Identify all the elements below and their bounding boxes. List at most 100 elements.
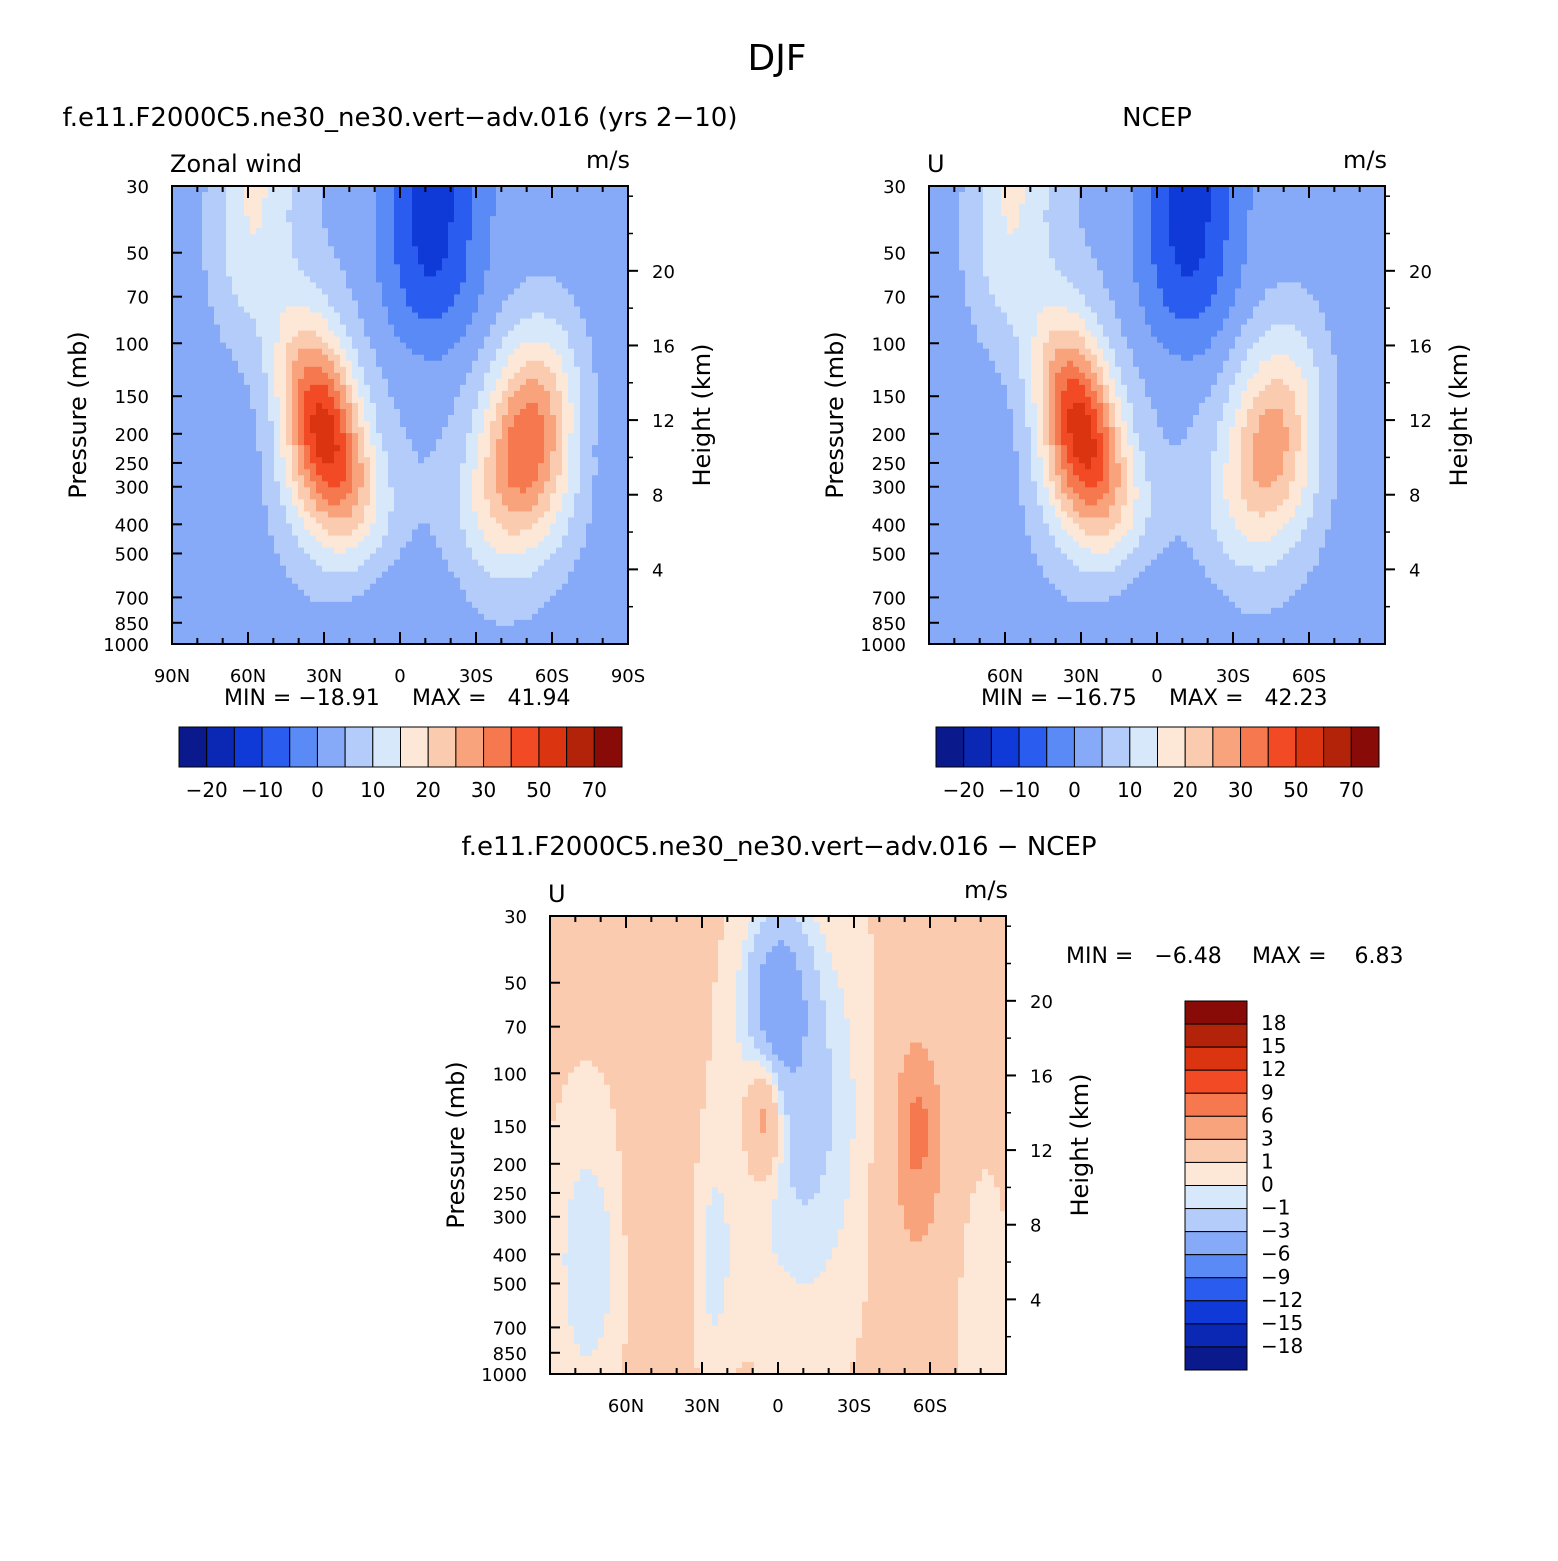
contour-cell — [256, 433, 263, 440]
contour-cell — [376, 264, 383, 271]
contour-cell — [388, 234, 395, 241]
contour-cell — [364, 421, 371, 428]
contour-cell — [532, 451, 539, 458]
contour-cell — [208, 396, 215, 404]
contour-cell — [532, 390, 539, 398]
contour-cell — [178, 601, 185, 609]
contour-cell — [184, 318, 191, 326]
contour-cell — [184, 451, 191, 458]
contour-cell — [466, 372, 473, 380]
contour-cell — [274, 481, 281, 488]
contour-cell — [436, 463, 443, 470]
contour-cell — [310, 390, 317, 398]
contour-cell — [430, 222, 437, 229]
contour-cell — [268, 475, 275, 482]
contour-cell — [172, 553, 179, 561]
contour-cell — [304, 234, 311, 241]
contour-cell — [370, 559, 377, 567]
contour-cell — [172, 258, 179, 265]
contour-cell — [412, 547, 419, 555]
contour-cell — [514, 336, 521, 344]
contour-cell — [388, 505, 395, 513]
contour-cell — [520, 366, 527, 374]
contour-cell — [478, 535, 485, 543]
contour-cell — [238, 348, 245, 356]
contour-cell — [358, 366, 365, 374]
contour-cell — [400, 541, 407, 549]
contour-cell — [226, 234, 233, 241]
contour-cell — [220, 270, 227, 277]
contour-cell — [424, 324, 431, 332]
contour-cell — [214, 607, 221, 615]
contour-cell — [538, 252, 545, 259]
contour-cell — [436, 198, 443, 205]
contour-cell — [298, 330, 305, 338]
contour-cell — [310, 204, 317, 211]
contour-cell — [250, 559, 257, 567]
contour-cell — [358, 342, 365, 350]
contour-cell — [544, 613, 551, 621]
contour-cell — [256, 595, 263, 603]
contour-cell — [556, 529, 563, 537]
contour-cell — [508, 421, 515, 428]
contour-cell — [172, 300, 179, 308]
contour-cell — [460, 288, 467, 296]
contour-cell — [370, 607, 377, 615]
contour-cell — [262, 499, 269, 506]
contour-cell — [538, 565, 545, 573]
contour-cell — [460, 294, 467, 302]
contour-cell — [328, 433, 335, 440]
contour-cell — [472, 601, 479, 609]
contour-cell — [436, 408, 443, 416]
contour-cell — [472, 583, 479, 591]
contour-cell — [466, 529, 473, 537]
contour-cell — [400, 390, 407, 398]
contour-cell — [238, 408, 245, 416]
contour-cell — [478, 457, 485, 464]
contour-cell — [382, 288, 389, 296]
contour-cell — [256, 571, 263, 579]
contour-cell — [502, 619, 509, 627]
contour-cell — [406, 517, 413, 525]
contour-cell — [190, 198, 197, 205]
contour-cell — [400, 216, 407, 223]
contour-cell — [250, 372, 257, 380]
contour-cell — [322, 324, 329, 332]
contour-cell — [304, 631, 311, 639]
contour-cell — [448, 487, 455, 494]
contour-cell — [358, 288, 365, 296]
contour-cell — [298, 601, 305, 609]
contour-cell — [442, 186, 449, 193]
contour-cell — [316, 595, 323, 603]
contour-cell — [244, 547, 251, 555]
contour-cell — [532, 637, 539, 644]
contour-cell — [232, 505, 239, 513]
contour-cell — [274, 234, 281, 241]
contour-cell — [232, 258, 239, 265]
contour-cell — [328, 366, 335, 374]
contour-cell — [532, 541, 539, 549]
contour-cell — [514, 258, 521, 265]
contour-cell — [388, 336, 395, 344]
contour-cell — [292, 294, 299, 302]
contour-cell — [412, 535, 419, 543]
contour-cell — [226, 529, 233, 537]
contour-cell — [310, 529, 317, 537]
contour-cell — [214, 204, 221, 211]
contour-cell — [418, 288, 425, 296]
contour-cell — [562, 384, 569, 392]
contour-cell — [358, 565, 365, 573]
contour-cell — [262, 571, 269, 579]
contour-cell — [526, 475, 533, 482]
contour-cell — [538, 186, 545, 193]
contour-cell — [238, 457, 245, 464]
contour-cell — [316, 619, 323, 627]
contour-cell — [298, 252, 305, 259]
contour-cell — [274, 240, 281, 247]
contour-cell — [208, 421, 215, 428]
contour-cell — [544, 354, 551, 362]
contour-cell — [460, 541, 467, 549]
contour-cell — [328, 547, 335, 555]
contour-cell — [334, 324, 341, 332]
contour-cell — [532, 517, 539, 525]
